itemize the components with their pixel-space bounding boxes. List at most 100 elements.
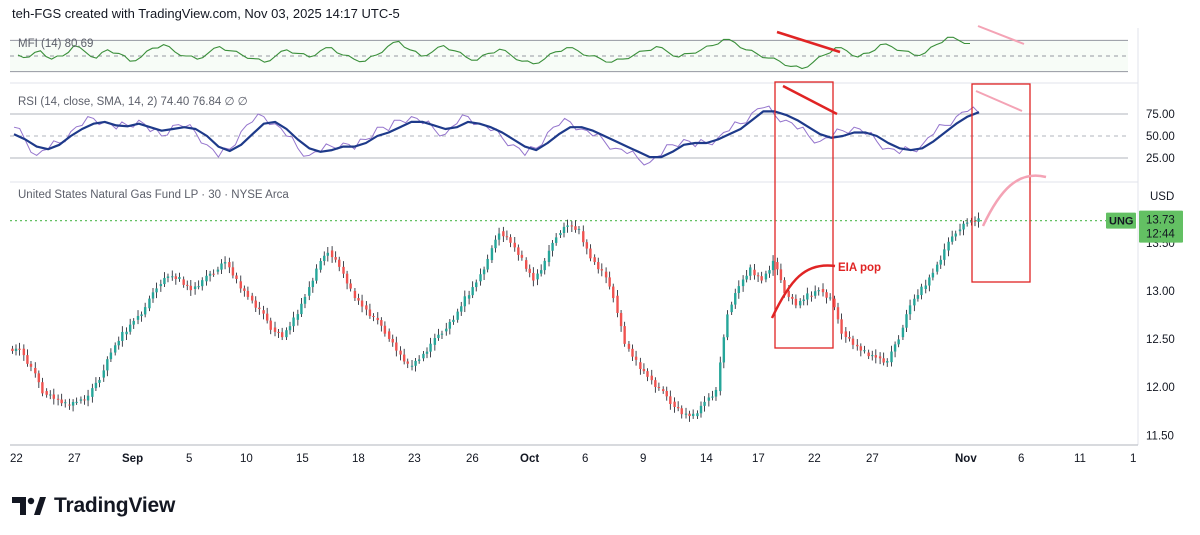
candle (273, 321, 277, 337)
rsi-divergence-line (782, 84, 838, 116)
candle (113, 342, 117, 356)
candle (258, 301, 261, 315)
candle (391, 334, 394, 347)
candle-body-down (517, 247, 520, 255)
candle (71, 399, 75, 412)
x-tick-label: 15 (296, 453, 309, 465)
candle-body-up (311, 280, 315, 288)
candle (897, 335, 900, 348)
x-tick-label: 1 (1130, 453, 1136, 465)
candle (319, 258, 322, 273)
candle-body-up (323, 255, 326, 262)
candle (680, 405, 683, 419)
candle (756, 272, 760, 282)
candle (828, 293, 832, 301)
candle-body-up (121, 331, 124, 341)
candle-body-down (582, 231, 585, 243)
candle-body-down (882, 358, 885, 363)
candle (947, 237, 950, 257)
candle (684, 407, 688, 419)
candle-body-down (338, 259, 341, 267)
candle-body-down (524, 260, 528, 269)
candle (14, 344, 18, 356)
candle (448, 319, 452, 335)
candle (619, 310, 623, 332)
candle (574, 220, 577, 233)
price-badge-countdown: 12:44 (1146, 229, 1175, 241)
candle-body-up (155, 288, 158, 293)
candle (962, 220, 965, 236)
candle (600, 263, 604, 277)
candle-body-down (349, 283, 352, 289)
candle (479, 268, 482, 286)
candle (372, 313, 375, 322)
candle-body-down (776, 262, 779, 270)
candle (673, 397, 676, 413)
candle-body-down (585, 242, 589, 249)
candle (326, 247, 330, 262)
candle-body-up (285, 330, 288, 338)
candle-body-down (848, 337, 851, 339)
rsi-projection-line (975, 90, 1023, 112)
candle-body-up (939, 259, 942, 265)
candle-body-down (399, 350, 402, 355)
candle-body-up (425, 351, 429, 354)
candle-body-down (520, 254, 524, 258)
candle-body-up (928, 277, 931, 286)
candle (79, 396, 83, 404)
candle (566, 219, 569, 233)
candle (277, 328, 280, 338)
candle-body-up (771, 260, 775, 271)
candle-body-down (357, 298, 360, 301)
candle (517, 244, 520, 261)
candle-body-down (513, 242, 516, 248)
candle-body-down (174, 276, 178, 279)
candle-body-down (342, 266, 345, 274)
price-legend: United States Natural Gas Fund LP · 30 ·… (18, 189, 289, 201)
candle (840, 313, 843, 340)
candle (878, 352, 882, 365)
candle-body-up (326, 252, 330, 256)
candle (924, 279, 927, 294)
candle (155, 282, 158, 299)
candle-body-up (132, 320, 135, 325)
candle-body-down (669, 396, 672, 404)
candle (490, 245, 494, 263)
candle-body-down (657, 386, 661, 388)
candle-body-down (189, 285, 193, 291)
candle-body-up (463, 296, 467, 307)
candle (182, 276, 185, 288)
candle-body-up (490, 248, 494, 261)
candle-body-up (730, 304, 733, 313)
candle (357, 293, 360, 305)
x-tick-label: 17 (752, 453, 765, 465)
candle-body-down (330, 250, 334, 258)
candle-body-down (833, 298, 836, 308)
candle-body-up (117, 340, 120, 346)
candle-body-up (696, 413, 699, 417)
candle-body-down (844, 331, 848, 338)
price-projection-arc (981, 174, 1047, 227)
candle-body-down (528, 268, 531, 273)
candle-body-up (410, 365, 414, 367)
candle (216, 266, 220, 275)
candle (802, 295, 805, 306)
price-tick-label: 13.00 (1146, 286, 1175, 298)
candle-body-down (395, 342, 398, 351)
rsi-panel: 75.00 50.00 25.00 RSI (14, close, SMA, 14, … (10, 96, 1175, 166)
candle (916, 289, 920, 302)
candle-body-up (764, 273, 768, 280)
candle (121, 326, 124, 347)
candle-body-up (539, 270, 543, 274)
candle (75, 397, 78, 405)
candle-body-down (18, 348, 21, 350)
candle-body-up (106, 359, 109, 371)
candle (98, 377, 101, 388)
candle-body-down (650, 375, 653, 381)
candle-body-up (691, 413, 695, 417)
candle (143, 302, 147, 318)
candle-body-up (962, 223, 965, 230)
candle-body-down (406, 361, 409, 364)
x-tick-label: 23 (408, 453, 421, 465)
